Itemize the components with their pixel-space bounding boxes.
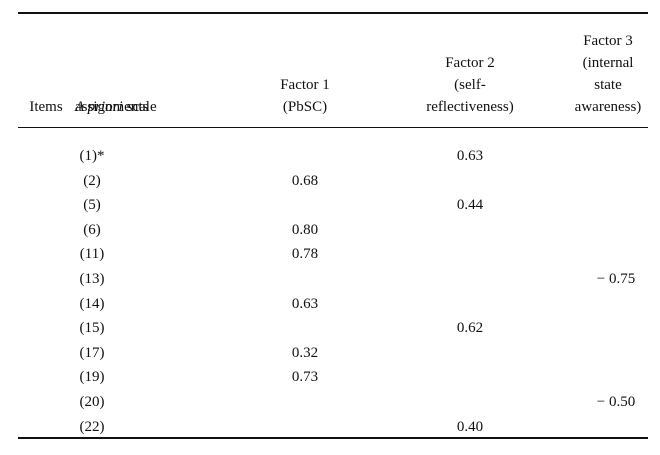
item-label: (6) <box>83 221 101 238</box>
header-text: awareness) <box>574 99 642 115</box>
header-text: state <box>594 77 622 93</box>
header-rule <box>18 127 648 128</box>
header-text: (self- <box>454 77 486 93</box>
header-text: Items <box>29 99 63 115</box>
loading-value: 0.68 <box>291 172 319 189</box>
loading-value: 0.44 <box>456 197 484 214</box>
header-text: Factor 3 <box>583 33 633 49</box>
header-text: Factor 1 <box>280 77 330 93</box>
header-text: assignments <box>75 99 149 115</box>
header-text: scale <box>126 99 157 115</box>
item-label: (19) <box>79 369 105 386</box>
header-text: reflectiveness) <box>426 99 514 115</box>
loading-value: 0.63 <box>291 295 319 312</box>
item-label: (15) <box>79 320 105 337</box>
loading-value: 0.73 <box>291 369 319 386</box>
bottom-rule <box>18 437 648 439</box>
top-rule <box>18 12 648 14</box>
header-text: Factor 2 <box>445 55 495 71</box>
item-label: (20) <box>79 394 105 410</box>
item-label: (1)* <box>79 148 105 164</box>
item-label: (17) <box>79 344 105 361</box>
loading-value: 0.40 <box>456 418 484 435</box>
item-label: (22) <box>79 418 105 435</box>
item-label: (11) <box>79 246 105 263</box>
header-text: (internal <box>582 55 634 71</box>
item-label: (13) <box>79 271 105 287</box>
loading-value: − 0.75 <box>596 271 636 287</box>
loading-value: 0.80 <box>291 221 319 238</box>
loading-value: 0.32 <box>291 344 319 361</box>
item-label: (5) <box>83 197 101 214</box>
loading-value: 0.78 <box>291 246 319 263</box>
header-text: (PbSC) <box>282 99 328 115</box>
item-label: (14) <box>79 295 105 312</box>
loading-value: − 0.50 <box>596 394 636 410</box>
header-emphasis: A priori <box>75 99 123 115</box>
loading-value: 0.63 <box>456 148 484 164</box>
loading-value: 0.62 <box>456 320 484 337</box>
item-label: (2) <box>83 172 101 189</box>
